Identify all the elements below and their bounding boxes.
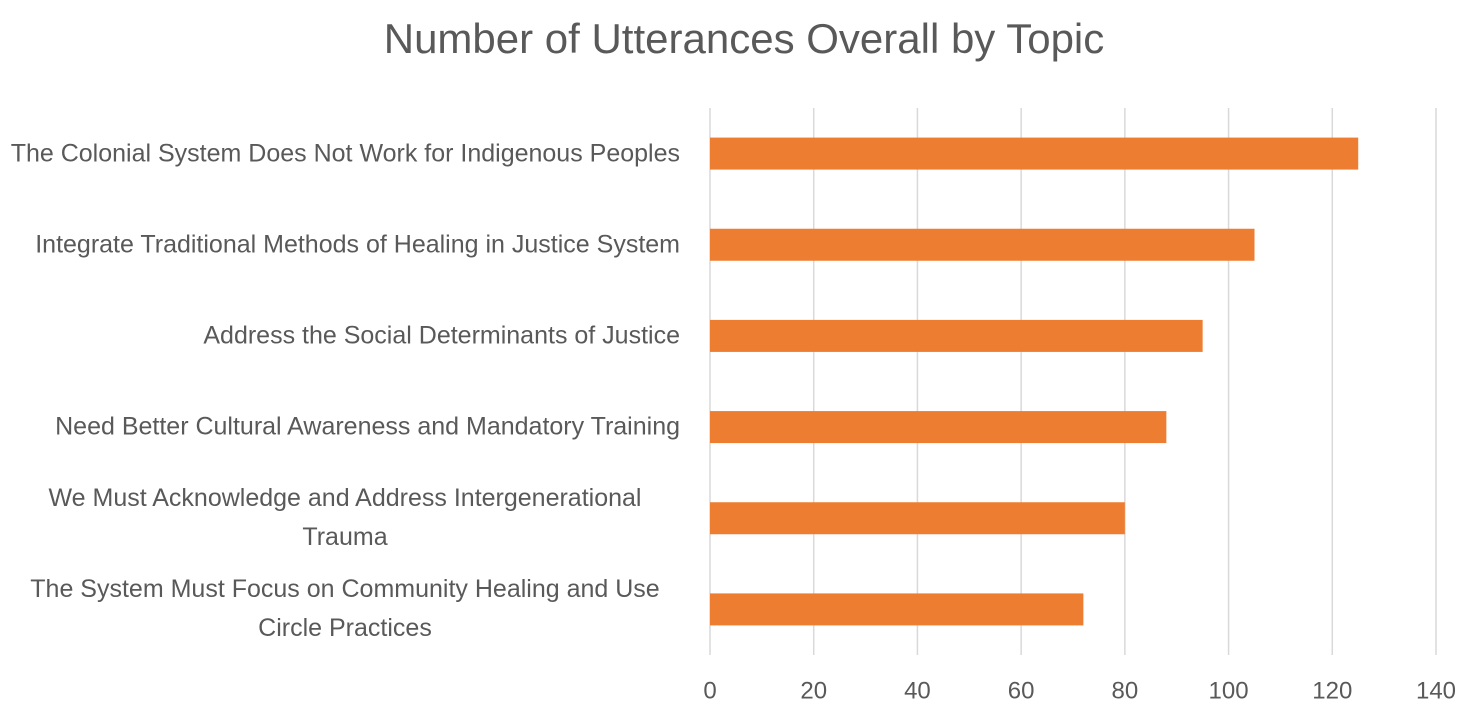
bar (710, 228, 1255, 261)
y-tick-label: Integrate Traditional Methods of Healing… (35, 230, 680, 259)
x-tick-label: 120 (1312, 677, 1352, 704)
bar (710, 593, 1084, 626)
y-tick-label: The System Must Focus on Community Heali… (30, 575, 660, 643)
bar (710, 411, 1167, 444)
x-tick-label: 80 (1112, 677, 1139, 704)
x-tick-label: 100 (1209, 677, 1249, 704)
x-tick-label: 40 (904, 677, 931, 704)
bar (710, 137, 1359, 170)
x-tick-label: 0 (703, 677, 716, 704)
x-tick-label: 140 (1416, 677, 1456, 704)
bar (710, 319, 1203, 352)
x-tick-label: 60 (1008, 677, 1035, 704)
y-tick-label: The Colonial System Does Not Work for In… (10, 139, 680, 168)
y-tick-label: We Must Acknowledge and Address Intergen… (48, 484, 642, 552)
y-tick-label: Address the Social Determinants of Justi… (203, 321, 680, 350)
chart-title: Number of Utterances Overall by Topic (384, 15, 1105, 62)
x-tick-label: 20 (800, 677, 827, 704)
y-tick-label: Need Better Cultural Awareness and Manda… (55, 412, 680, 441)
bar (710, 502, 1125, 535)
